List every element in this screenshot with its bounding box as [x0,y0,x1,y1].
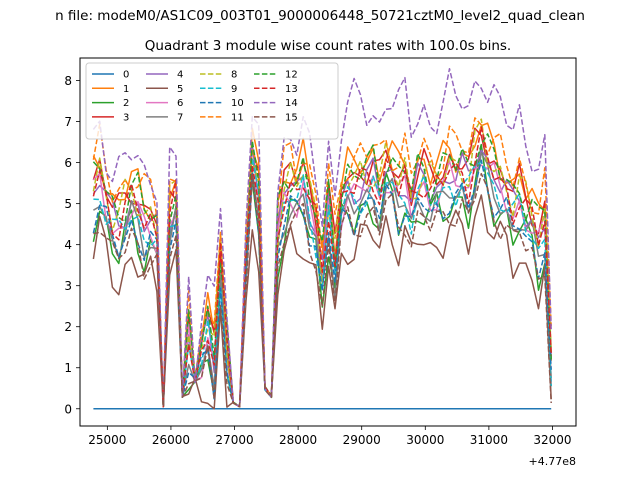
x-tick-label: 28000 [279,433,317,447]
x-offset-label: +4.77e8 [529,455,576,468]
x-tick-label: 26000 [152,433,190,447]
y-axis: 0 1 2 3 4 5 6 7 8 [64,74,80,416]
chart-suptitle: n file: modeM0/AS1C09_003T01_9000006448_… [55,8,585,24]
y-tick-label: 4 [64,238,72,252]
legend-label-6: 6 [177,98,183,109]
legend-label-15: 15 [285,112,298,123]
chart-title: Quadrant 3 module wise count rates with … [145,38,511,54]
legend-label-14: 14 [285,98,298,109]
plot-frame [79,57,577,427]
legend-label-5: 5 [177,84,183,95]
legend-label-0: 0 [123,70,129,81]
x-axis: 25000 26000 27000 28000 29000 30000 31000 32000 [88,426,572,447]
x-tick-label: 29000 [343,433,381,447]
legend-box [85,62,339,140]
legend-label-11: 11 [231,112,244,123]
x-tick-label: 27000 [215,433,253,447]
legend-label-7: 7 [177,112,183,123]
legend-label-3: 3 [123,112,129,123]
series-layer [92,67,552,410]
legend-label-12: 12 [285,70,298,81]
y-tick-label: 8 [64,74,72,88]
y-tick-label: 7 [64,115,72,129]
legend-label-2: 2 [123,98,129,109]
series-line-15 [93,172,552,408]
series-line-10 [92,159,552,408]
x-tick-label: 31000 [470,433,508,447]
legend-label-8: 8 [231,70,237,81]
legend-label-13: 13 [285,84,298,95]
y-tick-label: 6 [64,156,72,170]
legend-label-4: 4 [177,70,183,81]
y-tick-label: 2 [64,320,72,334]
series-line-13 [92,126,552,408]
y-tick-label: 1 [64,361,72,375]
legend-label-1: 1 [123,84,129,95]
legend-label-10: 10 [231,98,244,109]
x-tick-label: 32000 [533,433,571,447]
y-tick-label: 3 [64,279,72,293]
legend-label-9: 9 [231,84,237,95]
y-tick-label: 5 [64,197,72,211]
y-tick-label: 0 [64,402,72,416]
x-tick-label: 30000 [406,433,444,447]
series-line-14 [92,67,552,408]
series-line-11 [92,117,552,408]
x-tick-label: 25000 [88,433,126,447]
